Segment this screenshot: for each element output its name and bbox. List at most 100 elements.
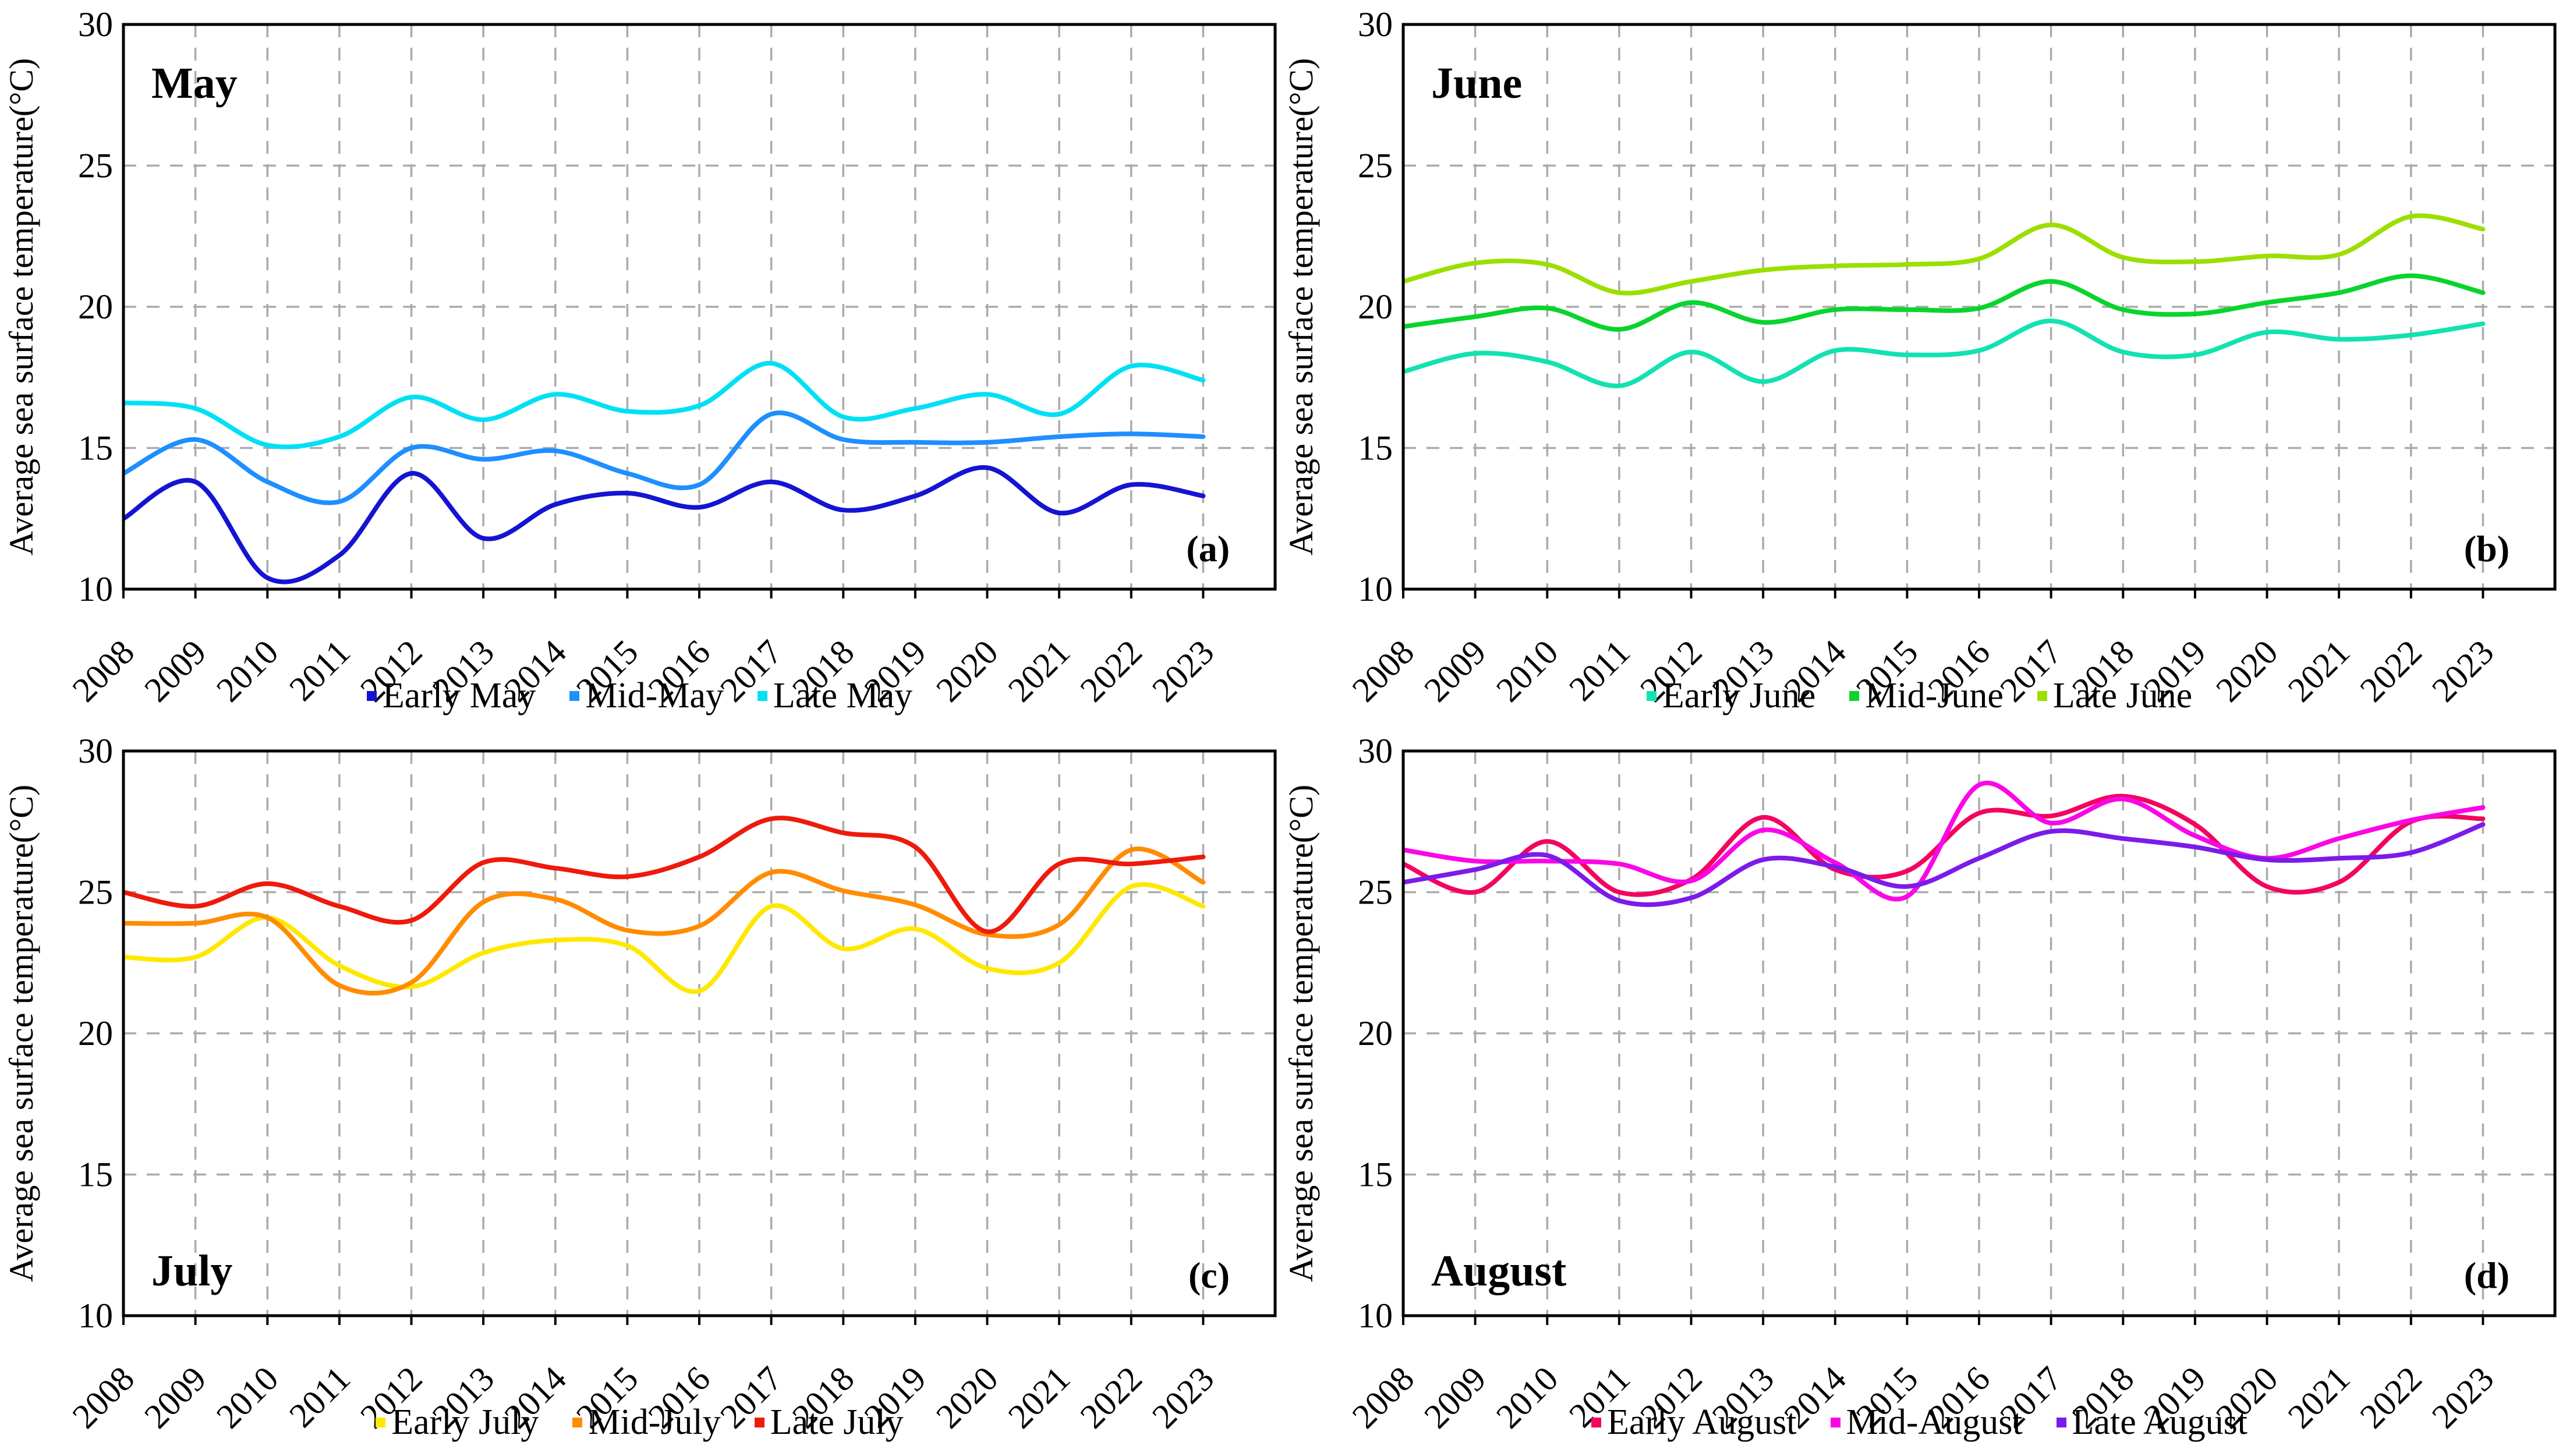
x-ticks bbox=[122, 1316, 1205, 1325]
legend-item-mid-june: Mid-June bbox=[1849, 678, 2004, 714]
legend-label: Late June bbox=[2052, 676, 2193, 715]
svg-text:25: 25 bbox=[78, 147, 113, 185]
panel-tag: (c) bbox=[1188, 1255, 1230, 1296]
panel-title: August bbox=[1431, 1246, 1566, 1295]
panel-a-chart: 10 15 20 25 30 2008 2009 2010 2011 2012 2013 2014 20… bbox=[0, 0, 1279, 727]
legend-label: Late August bbox=[2072, 1402, 2247, 1442]
legend-swatch bbox=[1849, 690, 1860, 701]
svg-text:10: 10 bbox=[1358, 570, 1393, 608]
panel-b-svg: 1015202530200820092010201120122013201420… bbox=[1282, 5, 2557, 709]
x-ticks bbox=[1402, 589, 2484, 598]
panel-c-legend: Early July Mid-July Late July bbox=[0, 1396, 1279, 1448]
gridlines bbox=[1403, 751, 2555, 1316]
panel-b: 10 15 20 25 30 2008 2009 2010 2011 2012 2013 2014 20… bbox=[1280, 0, 2559, 727]
legend-swatch bbox=[1591, 1417, 1602, 1427]
svg-text:25: 25 bbox=[78, 873, 113, 912]
line-late-august bbox=[1403, 822, 2486, 907]
legend-label: Early May bbox=[382, 676, 536, 715]
legend-item-early-august: Early August bbox=[1591, 1402, 1797, 1442]
legend-swatch bbox=[1646, 690, 1657, 701]
svg-text:10: 10 bbox=[78, 1296, 113, 1335]
legend-item-early-july: Early July bbox=[376, 1404, 539, 1440]
legend-swatch bbox=[572, 1417, 583, 1427]
legend-label: Mid-May bbox=[585, 676, 724, 715]
svg-text:25: 25 bbox=[1358, 873, 1393, 912]
panel-d-legend: Early August Mid-August Late August bbox=[1280, 1396, 2559, 1448]
gridlines bbox=[123, 24, 1275, 589]
panel-c-chart: 10 15 20 25 30 2008 2009 2010 2011 2012 2013 2014 20… bbox=[0, 727, 1279, 1453]
svg-text:15: 15 bbox=[1358, 1156, 1393, 1194]
y-axis-title: Average sea surface temperature(°C) bbox=[2, 785, 40, 1283]
y-tick-labels: 10 15 20 25 30 bbox=[1358, 732, 1393, 1335]
legend-label: Early August bbox=[1607, 1402, 1797, 1442]
legend-label: Late May bbox=[773, 676, 913, 715]
legend-swatch bbox=[2037, 690, 2047, 701]
svg-text:15: 15 bbox=[78, 429, 113, 467]
legend-label: Early July bbox=[391, 1402, 539, 1442]
line-mid-may bbox=[123, 410, 1206, 505]
x-ticks bbox=[122, 589, 1205, 598]
svg-text:20: 20 bbox=[78, 288, 113, 326]
y-axis-title: Average sea surface temperature(°C) bbox=[1282, 785, 1320, 1283]
legend-label: Mid-July bbox=[588, 1402, 721, 1442]
panel-a-legend: Early May Mid-May Late May bbox=[0, 669, 1279, 722]
legend-label: Mid-June bbox=[1865, 676, 2004, 715]
legend-item-mid-august: Mid-August bbox=[1830, 1402, 2023, 1442]
svg-text:30: 30 bbox=[78, 732, 113, 770]
panel-b-legend: Early June Mid-June Late June bbox=[1280, 669, 2559, 722]
line-late-may bbox=[123, 360, 1206, 449]
svg-text:25: 25 bbox=[1358, 147, 1393, 185]
gridlines bbox=[123, 751, 1275, 1316]
line-late-july bbox=[123, 816, 1206, 934]
line-early-july bbox=[123, 882, 1206, 994]
svg-text:15: 15 bbox=[1358, 429, 1393, 467]
svg-text:30: 30 bbox=[78, 5, 113, 44]
legend-item-late-august: Late August bbox=[2056, 1402, 2247, 1442]
legend-label: Late July bbox=[770, 1402, 904, 1442]
svg-text:15: 15 bbox=[78, 1156, 113, 1194]
line-mid-july bbox=[123, 846, 1206, 996]
y-tick-labels: 10 15 20 25 30 bbox=[78, 5, 113, 608]
panel-title: May bbox=[151, 59, 238, 108]
panel-tag: (b) bbox=[2464, 528, 2510, 569]
line-mid-june bbox=[1403, 273, 2486, 332]
legend-item-mid-july: Mid-July bbox=[572, 1402, 721, 1442]
line-mid-august bbox=[1403, 781, 2486, 902]
panel-tag: (a) bbox=[1186, 528, 1230, 569]
legend-item-late-july: Late July bbox=[754, 1402, 904, 1442]
svg-text:20: 20 bbox=[1358, 288, 1393, 326]
legend-swatch bbox=[2056, 1417, 2066, 1427]
x-ticks bbox=[1402, 1316, 2484, 1325]
y-tick-labels: 10 15 20 25 30 bbox=[1358, 5, 1393, 608]
legend-item-late-june: Late June bbox=[2037, 678, 2192, 714]
y-axis-title: Average sea surface temperature(°C) bbox=[2, 58, 40, 556]
panel-b-chart: 10 15 20 25 30 2008 2009 2010 2011 2012 2013 2014 20… bbox=[1280, 0, 2559, 727]
gridlines bbox=[1403, 24, 2555, 589]
legend-item-late-may: Late May bbox=[757, 676, 913, 715]
legend-item-mid-may: Mid-May bbox=[569, 678, 724, 714]
panel-d: 10 15 20 25 30 2008 2009 2010 2011 2012 2013 2014 20… bbox=[1280, 727, 2559, 1453]
line-early-june bbox=[1403, 318, 2486, 388]
legend-swatch bbox=[757, 690, 767, 701]
legend-swatch bbox=[754, 1417, 764, 1427]
svg-text:30: 30 bbox=[1358, 732, 1393, 770]
panel-c-svg: 1015202530200820092010201120122013201420… bbox=[2, 732, 1277, 1436]
panel-c: 10 15 20 25 30 2008 2009 2010 2011 2012 2013 2014 20… bbox=[0, 727, 1279, 1453]
y-tick-labels: 10 15 20 25 30 bbox=[78, 732, 113, 1335]
legend-swatch bbox=[366, 690, 377, 701]
y-axis-title: Average sea surface temperature(°C) bbox=[1282, 58, 1320, 556]
panel-a-svg: 1015202530200820092010201120122013201420… bbox=[2, 5, 1277, 709]
line-late-june bbox=[1403, 213, 2486, 296]
legend-label: Mid-August bbox=[1846, 1402, 2023, 1442]
legend-swatch bbox=[569, 690, 580, 701]
legend-swatch bbox=[376, 1417, 386, 1427]
svg-text:10: 10 bbox=[78, 570, 113, 608]
legend-item-early-june: Early June bbox=[1646, 678, 1815, 714]
legend-swatch bbox=[1830, 1417, 1841, 1427]
panel-title: July bbox=[151, 1246, 232, 1295]
panel-title: June bbox=[1431, 59, 1522, 108]
line-early-may bbox=[123, 465, 1206, 584]
svg-text:10: 10 bbox=[1358, 1296, 1393, 1335]
svg-text:20: 20 bbox=[78, 1014, 113, 1053]
